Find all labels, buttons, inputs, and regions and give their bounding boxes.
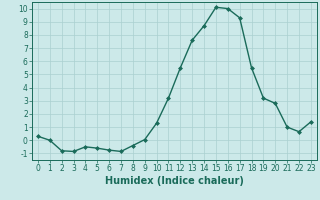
X-axis label: Humidex (Indice chaleur): Humidex (Indice chaleur)	[105, 176, 244, 186]
